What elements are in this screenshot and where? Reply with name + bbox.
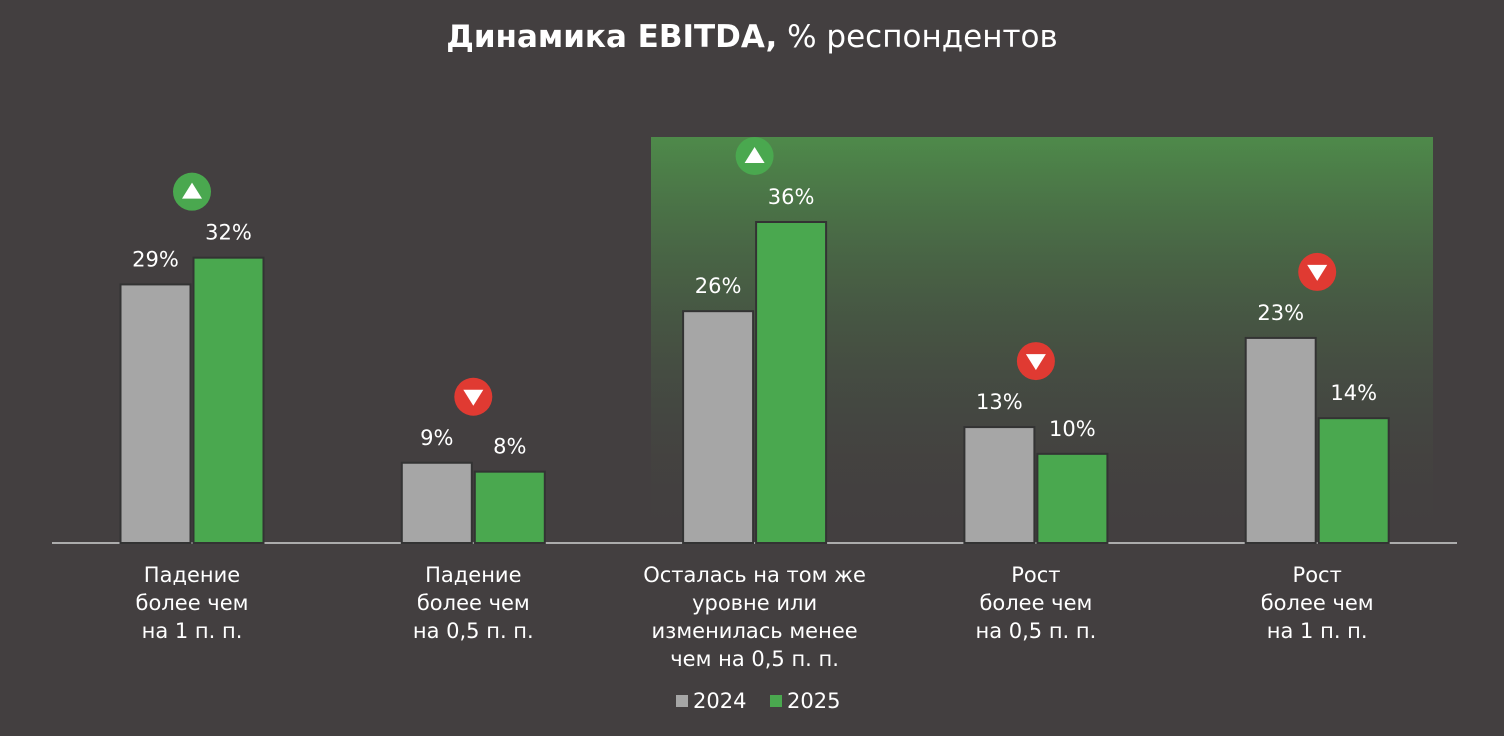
bar bbox=[1036, 452, 1109, 545]
value-label: 8% bbox=[493, 435, 526, 459]
value-label: 13% bbox=[976, 390, 1023, 414]
legend-swatch bbox=[676, 695, 688, 707]
x-tick-label: Рост более чем на 0,5 п. п. bbox=[975, 563, 1097, 643]
value-label: 26% bbox=[695, 274, 742, 298]
change-arrow bbox=[1307, 264, 1328, 281]
x-tick-label: Падение более чем на 1 п. п. bbox=[135, 563, 249, 643]
bar bbox=[473, 470, 546, 544]
bar bbox=[755, 221, 828, 544]
bar bbox=[1317, 417, 1390, 544]
change-arrow bbox=[182, 182, 202, 199]
legend-label: 2025 bbox=[787, 689, 840, 713]
value-label: 9% bbox=[420, 426, 453, 450]
bar bbox=[963, 426, 1036, 545]
value-label: 36% bbox=[768, 185, 815, 209]
bar bbox=[119, 283, 192, 544]
title-main: Динамика EBITDA, bbox=[446, 19, 777, 55]
chart-title: Динамика EBITDA, % респондентов bbox=[446, 19, 1058, 55]
x-tick-label: Рост более чем на 1 п. п. bbox=[1260, 563, 1374, 643]
value-label: 29% bbox=[132, 247, 179, 271]
x-tick-label: Падение более чем на 0,5 п. п. bbox=[412, 563, 534, 643]
title-unit: % респондентов bbox=[787, 19, 1058, 55]
bar bbox=[192, 256, 265, 544]
change-arrow bbox=[463, 389, 484, 406]
value-label: 14% bbox=[1330, 381, 1377, 405]
change-arrow bbox=[1025, 354, 1046, 371]
value-label: 23% bbox=[1257, 301, 1304, 325]
change-arrow bbox=[744, 147, 765, 163]
x-tick-label: Осталась на том же уровне или изменилась… bbox=[643, 563, 866, 671]
legend-swatch bbox=[770, 695, 782, 707]
legend-label: 2024 bbox=[693, 689, 746, 713]
value-label: 32% bbox=[205, 221, 252, 245]
bar bbox=[682, 310, 755, 544]
bar bbox=[1244, 336, 1317, 544]
bar bbox=[400, 461, 473, 544]
value-label: 10% bbox=[1049, 417, 1096, 441]
